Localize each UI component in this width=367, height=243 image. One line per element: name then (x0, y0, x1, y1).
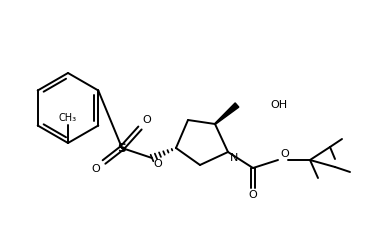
Text: N: N (230, 153, 239, 163)
Text: O: O (142, 115, 151, 125)
Text: CH₃: CH₃ (59, 113, 77, 123)
Text: O: O (91, 164, 100, 174)
Polygon shape (215, 103, 239, 124)
Text: S: S (117, 141, 127, 155)
Text: O: O (280, 149, 289, 159)
Text: O: O (248, 190, 257, 200)
Text: O: O (153, 159, 162, 169)
Text: OH: OH (270, 100, 287, 110)
